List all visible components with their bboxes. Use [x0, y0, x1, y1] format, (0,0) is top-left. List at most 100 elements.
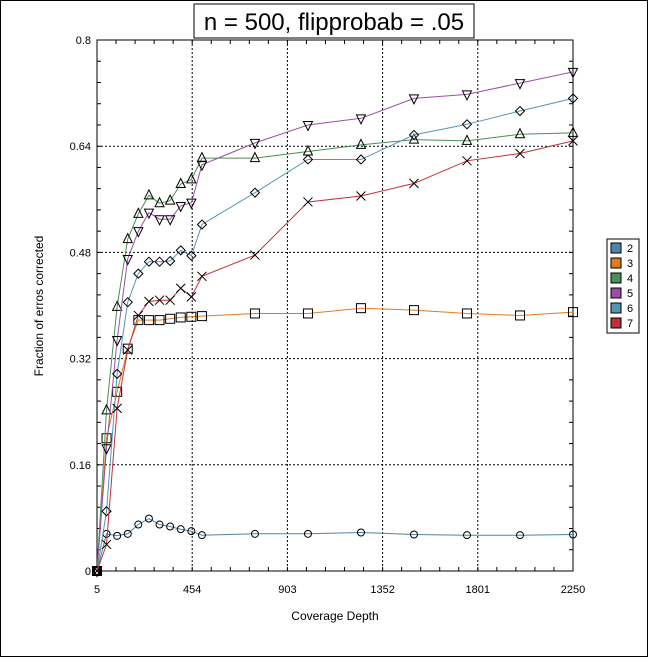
data-point	[154, 196, 165, 208]
data-point	[122, 343, 133, 354]
data-point	[164, 194, 176, 205]
data-point	[567, 67, 579, 79]
data-point	[196, 311, 207, 322]
data-point	[408, 94, 420, 106]
data-point	[249, 138, 261, 150]
x-tick-label: 2250	[561, 584, 585, 596]
data-point	[462, 155, 472, 166]
data-point	[92, 566, 102, 576]
data-point	[186, 311, 197, 322]
data-point	[302, 154, 314, 165]
data-point	[154, 295, 165, 306]
x-tick-label: 1352	[370, 584, 394, 596]
legend-label: 4	[627, 273, 633, 285]
data-point	[569, 530, 577, 539]
legend-swatch	[610, 272, 622, 284]
data-point	[567, 126, 579, 137]
data-point	[175, 245, 186, 256]
data-point	[197, 271, 207, 282]
legend: 2 3 4 5 6 7	[606, 238, 640, 334]
data-point	[143, 188, 155, 200]
plot-border	[96, 39, 574, 572]
data-point	[176, 525, 185, 534]
data-point	[250, 250, 260, 260]
data-point	[154, 315, 165, 326]
data-point	[303, 529, 312, 538]
legend-swatch	[610, 242, 622, 254]
series-line	[96, 518, 574, 572]
data-point	[461, 90, 473, 102]
data-point	[409, 530, 418, 539]
data-point	[249, 187, 261, 198]
data-point	[101, 444, 112, 455]
data-point	[91, 565, 103, 577]
data-point	[143, 315, 154, 326]
data-point	[175, 283, 186, 294]
data-point	[461, 308, 472, 319]
data-point	[196, 219, 208, 230]
data-point	[144, 296, 154, 307]
legend-swatch	[610, 302, 622, 314]
data-point	[112, 403, 122, 414]
series-line	[96, 97, 574, 572]
legend-label: 5	[627, 288, 633, 300]
data-point	[122, 296, 133, 308]
data-point	[568, 307, 578, 318]
data-point	[175, 201, 187, 213]
y-tick-label: 0.64	[70, 141, 91, 153]
data-point	[186, 292, 197, 302]
data-point	[154, 256, 165, 267]
data-point	[356, 191, 366, 201]
data-point	[302, 308, 313, 319]
data-point	[568, 136, 578, 146]
legend-label: 3	[627, 258, 633, 270]
data-point	[165, 295, 176, 306]
data-point	[249, 308, 260, 319]
data-point	[122, 232, 134, 244]
data-point	[175, 312, 186, 323]
data-point	[91, 564, 103, 575]
data-point	[355, 114, 367, 125]
x-tick-label: 5	[94, 584, 100, 596]
data-point	[567, 93, 579, 104]
series-2	[93, 514, 577, 575]
plot-area	[97, 40, 573, 571]
y-tick-label: 0.32	[70, 354, 91, 366]
data-point	[408, 132, 420, 144]
data-point	[101, 403, 112, 415]
data-point	[356, 528, 365, 537]
data-point	[144, 514, 153, 523]
series-line	[96, 132, 574, 572]
data-point	[91, 567, 103, 578]
data-point	[165, 313, 176, 324]
data-point	[155, 520, 164, 529]
y-axis-label: Fraction of erros corrected	[32, 236, 46, 377]
data-point	[123, 529, 132, 538]
data-point	[515, 148, 525, 159]
legend-label: 6	[627, 303, 633, 315]
legend-swatch	[610, 257, 622, 269]
data-point	[111, 336, 123, 347]
data-point	[101, 539, 112, 550]
data-point	[134, 520, 143, 529]
data-point	[249, 151, 261, 163]
x-axis-label: Coverage Depth	[291, 609, 378, 623]
series-5	[91, 67, 579, 578]
y-tick-label: 0.8	[76, 35, 91, 47]
data-point	[112, 386, 123, 397]
y-tick-label: 0	[85, 566, 91, 578]
data-point	[408, 305, 419, 316]
data-point	[186, 172, 197, 184]
series-line	[96, 307, 574, 572]
data-point	[461, 134, 473, 145]
data-point	[355, 303, 366, 314]
series-line	[96, 71, 574, 572]
legend-swatch	[610, 317, 622, 329]
data-point	[187, 527, 196, 536]
data-point	[133, 268, 144, 279]
data-point	[143, 208, 155, 220]
data-point	[175, 177, 187, 189]
data-point	[408, 129, 420, 141]
